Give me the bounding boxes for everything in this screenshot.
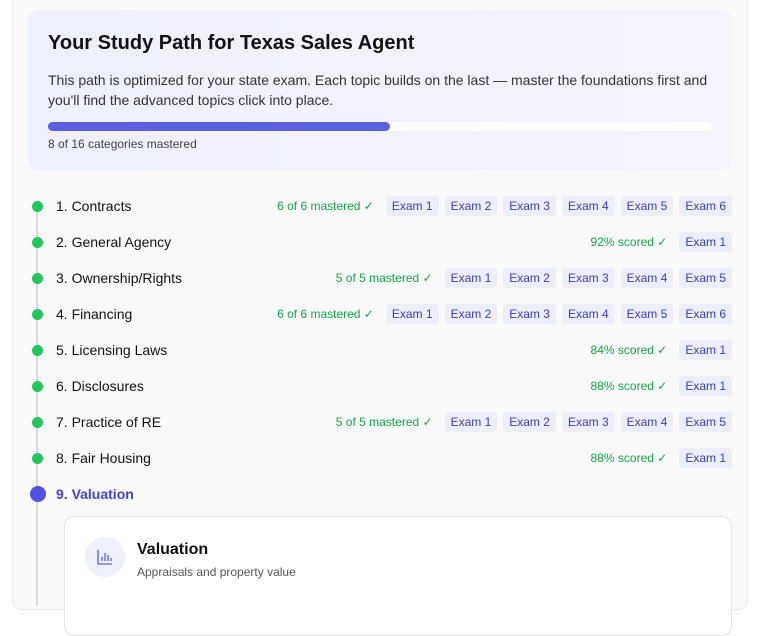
progress-bar [48, 122, 712, 131]
topic-label: 1. Contracts [56, 198, 132, 214]
complete-dot-icon [32, 236, 43, 248]
topic-label: 3. Ownership/Rights [56, 270, 183, 286]
exam-chip[interactable]: Exam 6 [679, 304, 732, 324]
complete-dot-icon [32, 452, 43, 464]
complete-dot-icon [32, 416, 43, 428]
exam-chip[interactable]: Exam 2 [503, 412, 556, 432]
topic-label: 2. General Agency [56, 234, 172, 250]
topic-status: 88% scored ✓ [590, 379, 668, 393]
topic-label: 5. Licensing Laws [56, 342, 168, 358]
study-path-header: Your Study Path for Texas Sales Agent Th… [28, 10, 732, 170]
topic-status: 84% scored ✓ [590, 343, 668, 357]
complete-dot-icon [32, 380, 43, 392]
progress-caption: 8 of 16 categories mastered [48, 137, 197, 151]
exam-chip[interactable]: Exam 1 [679, 448, 732, 468]
topic-row[interactable]: 4. Financing 6 of 6 mastered ✓ Exam 1 Exam … [28, 303, 732, 325]
exam-chip[interactable]: Exam 5 [620, 196, 674, 216]
topic-row[interactable]: 7. Practice of RE 5 of 5 mastered ✓ Exam 1… [28, 411, 732, 433]
exam-chip[interactable]: Exam 1 [444, 412, 498, 432]
topic-status: 92% scored ✓ [590, 235, 668, 249]
topic-row[interactable]: 8. Fair Housing 88% scored ✓ Exam 1 [28, 447, 732, 469]
exam-chip[interactable]: Exam 6 [679, 196, 732, 216]
current-dot-icon [30, 486, 46, 502]
complete-dot-icon [32, 308, 43, 320]
page-title: Your Study Path for Texas Sales Agent [48, 32, 415, 54]
exam-chip[interactable]: Exam 4 [561, 196, 615, 216]
topic-row[interactable]: 6. Disclosures 88% scored ✓ Exam 1 [28, 375, 732, 397]
exam-chip[interactable]: Exam 5 [679, 268, 732, 288]
exam-chip[interactable]: Exam 3 [561, 412, 615, 432]
exam-chip[interactable]: Exam 5 [679, 412, 732, 432]
exam-chip[interactable]: Exam 1 [444, 268, 498, 288]
exam-chip[interactable]: Exam 1 [385, 304, 439, 324]
topic-label: 4. Financing [56, 306, 133, 322]
exam-chip[interactable]: Exam 3 [503, 196, 556, 216]
exam-chip[interactable]: Exam 2 [444, 196, 498, 216]
topic-status: 6 of 6 mastered ✓ [277, 199, 374, 213]
topic-label: 6. Disclosures [56, 378, 144, 394]
topic-label: 9. Valuation [56, 486, 134, 502]
exam-chip[interactable]: Exam 1 [385, 196, 439, 216]
description: This path is optimized for your state ex… [48, 72, 708, 108]
topic-row[interactable]: 2. General Agency 92% scored ✓ Exam 1 [28, 231, 732, 253]
exam-chip[interactable]: Exam 5 [620, 304, 674, 324]
topic-row[interactable]: 5. Licensing Laws 84% scored ✓ Exam 1 [28, 339, 732, 361]
exam-chip[interactable]: Exam 1 [679, 232, 732, 252]
topic-label: 7. Practice of RE [56, 414, 162, 430]
exam-chip[interactable]: Exam 4 [620, 412, 674, 432]
topic-current[interactable]: 9. Valuation [28, 483, 732, 505]
card-subtitle: Appraisals and property value [137, 565, 296, 579]
exam-chip[interactable]: Exam 2 [503, 268, 556, 288]
complete-dot-icon [32, 344, 43, 356]
topic-status: 5 of 5 mastered ✓ [335, 415, 433, 429]
exam-chip[interactable]: Exam 1 [679, 340, 732, 360]
timeline-line [36, 206, 38, 606]
topic-card-valuation[interactable]: Valuation Appraisals and property value [64, 516, 732, 636]
bar-chart-icon [85, 537, 125, 577]
exam-chip[interactable]: Exam 4 [620, 268, 674, 288]
exam-chip[interactable]: Exam 2 [444, 304, 498, 324]
complete-dot-icon [32, 200, 43, 212]
exam-chip[interactable]: Exam 3 [561, 268, 615, 288]
topic-status: 5 of 5 mastered ✓ [335, 271, 433, 285]
topic-status: 88% scored ✓ [590, 451, 668, 465]
complete-dot-icon [32, 272, 43, 284]
topic-label: 8. Fair Housing [56, 450, 151, 466]
topic-row[interactable]: 1. Contracts 6 of 6 mastered ✓ Exam 1 Exam … [28, 195, 732, 217]
card-title: Valuation [137, 541, 209, 558]
exam-chip[interactable]: Exam 1 [679, 376, 732, 396]
progress-fill [48, 122, 390, 131]
topic-row[interactable]: 3. Ownership/Rights 5 of 5 mastered ✓ Exam… [28, 267, 732, 289]
exam-chip[interactable]: Exam 4 [561, 304, 615, 324]
topic-status: 6 of 6 mastered ✓ [277, 307, 374, 321]
exam-chip[interactable]: Exam 3 [503, 304, 556, 324]
